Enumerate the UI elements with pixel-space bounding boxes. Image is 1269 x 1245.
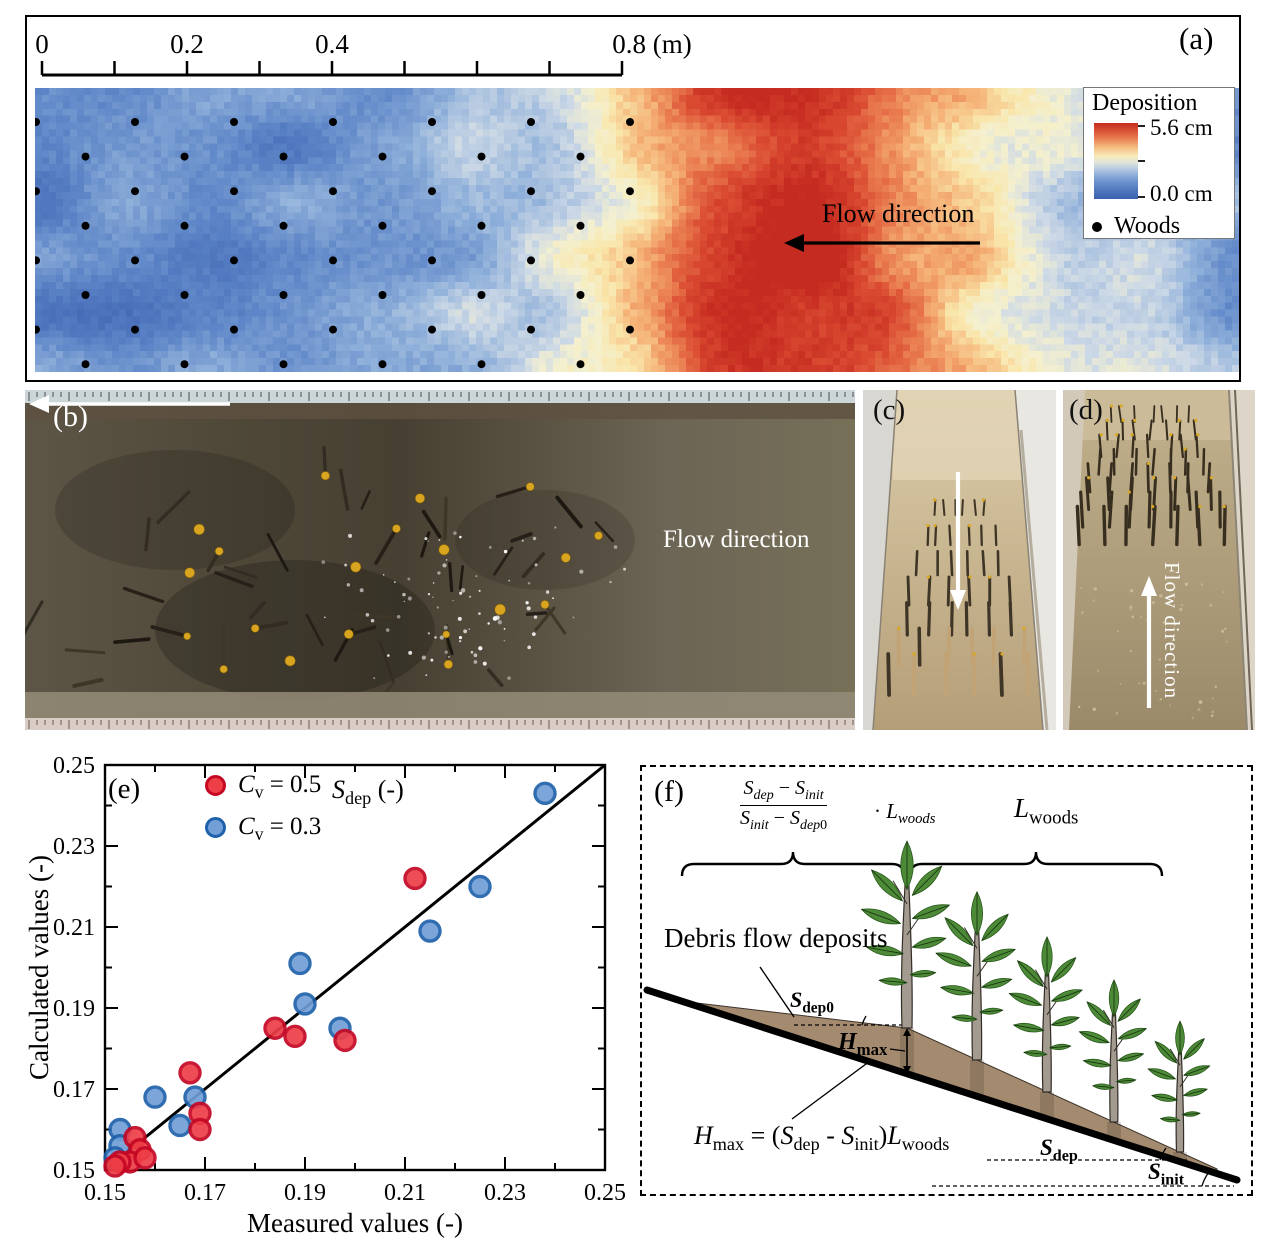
series-cv-0-5	[103, 866, 427, 1178]
y-tick-label: 0.23	[53, 834, 95, 860]
x-axis-title: Measured values (-)	[247, 1208, 463, 1238]
deposition-heatmap	[35, 88, 1239, 372]
panel-f-schematic: (f) Sdep − Sinit Sinit − Sdep0 · Lwoods …	[640, 765, 1253, 1196]
panel-a-deposition-map: 0 0.2 0.4 0.8 (m) Flow direction Deposition…	[25, 15, 1241, 382]
woods-dots-layer	[35, 118, 634, 369]
woods-label: Woods	[1114, 213, 1181, 239]
colorbar-min-label: 0.0 cm	[1150, 181, 1213, 206]
one-to-one-line	[104, 763, 606, 1172]
flow-direction-label: Flow direction	[1160, 562, 1184, 700]
colorbar-max-label: 5.6 cm	[1150, 115, 1213, 140]
series-cv-0-3	[103, 781, 557, 1170]
colorbar-tick-max	[1138, 125, 1145, 127]
panel-c-label: (c)	[873, 394, 906, 426]
woods-dots	[35, 118, 634, 369]
legend-label-cv03: Cv = 0.3	[238, 813, 322, 844]
slope-line	[643, 986, 1241, 1184]
y-axis-title: Calculated values (-)	[24, 855, 54, 1080]
panel-c-photo-flume: (c)	[863, 390, 1056, 730]
y-tick-label: 0.17	[53, 1077, 95, 1103]
panel-e-label: (e)	[108, 773, 141, 805]
colorbar-labels: 5.6 cm 0.0 cm	[1150, 115, 1213, 207]
colorbar-gradient	[1094, 123, 1138, 199]
legend-marker-cv05	[205, 775, 226, 796]
heatmap-wrap	[35, 88, 1239, 372]
colorbar-row: 5.6 cm 0.0 cm	[1092, 115, 1226, 206]
ruler-label: 0.2	[170, 29, 204, 59]
fallen-sticks	[25, 445, 615, 702]
scale-ruler: 0 0.2 0.4 0.8 (m)	[35, 29, 692, 77]
legend-marker-cv03	[205, 817, 226, 838]
tree	[1078, 979, 1148, 1123]
flow-direction-arrow	[29, 395, 230, 413]
y-tick-label: 0.25	[53, 755, 95, 779]
y-tick-label: 0.21	[53, 915, 95, 941]
y-tick-label: 0.15	[53, 1158, 95, 1184]
flow-direction-label: Flow direction	[822, 199, 975, 228]
wood-dowels	[886, 498, 1030, 697]
x-tick-label: 0.15	[84, 1180, 126, 1206]
woods-legend-entry: Woods	[1092, 213, 1226, 240]
x-tick-label: 0.21	[384, 1180, 426, 1206]
panel-d-label: (d)	[1069, 394, 1103, 426]
flow-direction-label: Flow direction	[663, 526, 810, 553]
panel-b-photo-top-view: (b) Flow direction	[25, 390, 855, 730]
panel-d-photo-flume: (d) Flow direction	[1063, 390, 1255, 730]
colorbar-tick-min	[1138, 196, 1145, 198]
woods-dot-icon	[1092, 221, 1102, 232]
y-tick-label: 0.19	[53, 996, 95, 1022]
tree	[1147, 1020, 1211, 1153]
mud-speckles	[1077, 581, 1228, 720]
x-tick-label: 0.25	[584, 1180, 626, 1206]
legend-label-cv05: Cv = 0.5	[238, 771, 322, 802]
photo-flume-downstream	[1063, 390, 1255, 730]
panel-e-scatter-plot: 0.15 0.15 0.17 0.17 0.19 0.19 0.21 0.21 0.23 0.23…	[20, 755, 632, 1243]
colorbar-tick-mid	[1138, 160, 1145, 162]
schematic-drawing	[643, 840, 1241, 1187]
tree	[860, 840, 951, 1029]
ruler-label: 0	[35, 29, 49, 59]
photo-top-view	[25, 390, 855, 730]
scatter-plot: 0.150.15 0.17 0.17 0.19 0.19 0.21 0.21 0.23 0.23…	[24, 755, 626, 1238]
wet-glints	[321, 526, 627, 680]
x-tick-label: 0.17	[184, 1180, 226, 1206]
flow-direction-arrow	[784, 234, 980, 252]
x-tick-label: 0.23	[484, 1180, 526, 1206]
tree	[1008, 936, 1083, 1093]
tree	[935, 890, 1016, 1061]
wood-dowels	[1075, 404, 1227, 547]
photo-flume-upstream	[863, 390, 1056, 730]
legend-title: Deposition	[1092, 90, 1198, 116]
map-legend: Deposition 5.6 cm 0.0 cm Woods	[1083, 87, 1235, 239]
ruler-label: 0.4	[315, 29, 349, 59]
ruler-label: 0.8 (m)	[612, 29, 691, 59]
plot-frame	[103, 763, 607, 1172]
x-tick-label: 0.19	[284, 1180, 326, 1206]
legend-variable-label: Sdep (-)	[332, 775, 404, 809]
panel-a-label: (a)	[1179, 21, 1214, 56]
